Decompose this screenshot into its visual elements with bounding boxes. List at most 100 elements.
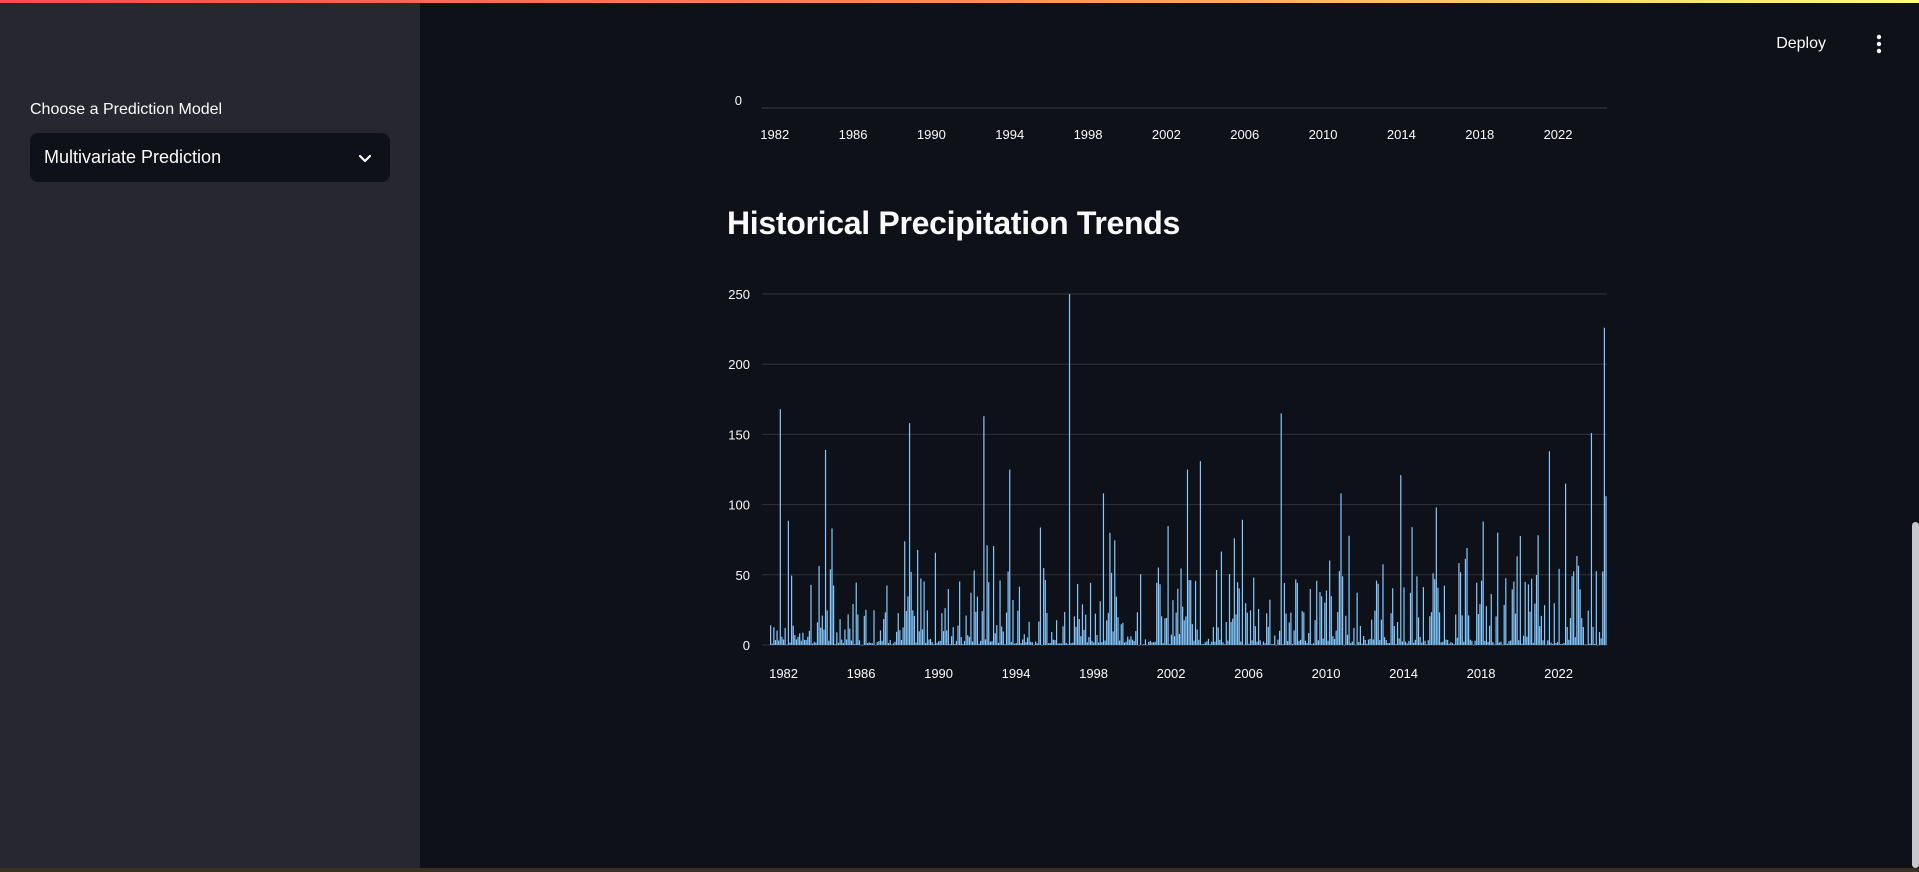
precip-bar[interactable] xyxy=(1400,475,1402,645)
precip-bar[interactable] xyxy=(815,642,817,645)
precip-bar[interactable] xyxy=(1240,641,1242,645)
precip-bar[interactable] xyxy=(1157,567,1159,645)
precip-bar[interactable] xyxy=(1560,644,1562,645)
precip-bar[interactable] xyxy=(1191,624,1193,645)
precip-bar[interactable] xyxy=(989,641,991,645)
precip-bar[interactable] xyxy=(1186,469,1189,645)
precip-bar[interactable] xyxy=(1384,637,1386,645)
precip-bar[interactable] xyxy=(802,632,804,645)
precip-bar[interactable] xyxy=(1448,643,1450,645)
precip-bar[interactable] xyxy=(1275,644,1277,646)
precip-bar[interactable] xyxy=(773,627,775,645)
precip-bar[interactable] xyxy=(871,643,873,645)
precip-bar[interactable] xyxy=(1138,644,1140,646)
precip-bar[interactable] xyxy=(1133,640,1135,645)
precip-bar[interactable] xyxy=(1600,638,1602,645)
precip-bar[interactable] xyxy=(1164,618,1166,645)
precip-bar[interactable] xyxy=(1531,578,1533,645)
precip-bar[interactable] xyxy=(816,622,819,645)
precip-bar[interactable] xyxy=(960,637,962,645)
precip-bar[interactable] xyxy=(854,644,856,645)
precip-bar[interactable] xyxy=(904,541,906,645)
precip-bar[interactable] xyxy=(1259,640,1261,645)
precip-bar[interactable] xyxy=(1228,574,1231,645)
precip-bar[interactable] xyxy=(1022,639,1024,645)
precip-bar[interactable] xyxy=(1094,613,1096,645)
precip-bar[interactable] xyxy=(1348,535,1350,645)
precip-bar[interactable] xyxy=(1062,626,1064,645)
precip-bar[interactable] xyxy=(1220,551,1223,645)
precip-bar[interactable] xyxy=(1188,580,1190,645)
precip-bar[interactable] xyxy=(952,627,954,645)
precip-bar[interactable] xyxy=(776,630,778,645)
precip-bar[interactable] xyxy=(999,580,1001,645)
precip-bar[interactable] xyxy=(1358,641,1360,645)
precip-bar[interactable] xyxy=(939,640,941,645)
precip-bar[interactable] xyxy=(996,625,998,645)
precip-bar[interactable] xyxy=(1227,640,1229,645)
precip-bar[interactable] xyxy=(1130,636,1132,645)
precip-bar[interactable] xyxy=(1320,596,1323,645)
precip-bar[interactable] xyxy=(1070,643,1072,645)
precip-bar[interactable] xyxy=(828,640,830,645)
precip-bar[interactable] xyxy=(1088,637,1090,645)
precip-bar[interactable] xyxy=(1503,604,1505,645)
precip-bar[interactable] xyxy=(1342,576,1344,645)
precip-bar[interactable] xyxy=(1308,633,1310,645)
precip-bar[interactable] xyxy=(886,585,888,645)
precip-bar[interactable] xyxy=(1453,644,1455,645)
precip-bar[interactable] xyxy=(824,449,827,645)
precip-bar[interactable] xyxy=(1366,643,1368,645)
precip-bar[interactable] xyxy=(912,610,914,645)
precip-bar[interactable] xyxy=(826,610,828,645)
precip-bar[interactable] xyxy=(1526,636,1528,645)
precip-bar[interactable] xyxy=(1198,639,1200,645)
precip-bar[interactable] xyxy=(1060,643,1063,645)
precip-bar[interactable] xyxy=(1471,640,1473,645)
precip-bar[interactable] xyxy=(1065,643,1067,645)
precip-bar[interactable] xyxy=(841,639,843,645)
precip-bar[interactable] xyxy=(1345,615,1347,645)
precip-bar[interactable] xyxy=(1408,640,1410,645)
precip-bar[interactable] xyxy=(870,643,872,645)
precip-bar[interactable] xyxy=(997,642,1000,645)
precip-bar[interactable] xyxy=(965,615,967,645)
precip-bar[interactable] xyxy=(778,640,780,645)
precip-bar[interactable] xyxy=(1474,640,1476,645)
precip-bar[interactable] xyxy=(1243,644,1245,646)
precip-bar[interactable] xyxy=(1468,615,1470,645)
precip-bar[interactable] xyxy=(1248,643,1250,645)
precip-bar[interactable] xyxy=(1199,461,1202,645)
precip-bar[interactable] xyxy=(983,416,985,645)
precip-bar[interactable] xyxy=(1469,639,1471,645)
precip-bar[interactable] xyxy=(883,619,885,645)
precip-bar[interactable] xyxy=(850,640,852,645)
precip-bar[interactable] xyxy=(1361,643,1363,645)
precip-bar[interactable] xyxy=(794,635,796,645)
precip-bar[interactable] xyxy=(1125,641,1127,645)
precip-bar[interactable] xyxy=(1422,587,1424,645)
precip-bar[interactable] xyxy=(1123,642,1126,645)
precip-bar[interactable] xyxy=(891,644,893,646)
precip-bar[interactable] xyxy=(1127,636,1129,645)
precip-bar[interactable] xyxy=(994,633,996,645)
precip-bar[interactable] xyxy=(973,570,975,645)
precip-bar[interactable] xyxy=(1455,614,1457,645)
precip-bar[interactable] xyxy=(842,642,844,645)
precip-bar[interactable] xyxy=(1177,588,1179,645)
precip-bar[interactable] xyxy=(1411,527,1413,645)
precip-bar[interactable] xyxy=(981,611,983,645)
precip-bar[interactable] xyxy=(1178,633,1181,645)
precip-bar[interactable] xyxy=(1256,641,1258,645)
precip-bar[interactable] xyxy=(1535,575,1538,645)
precip-bar[interactable] xyxy=(1573,571,1575,645)
precip-bar[interactable] xyxy=(1398,638,1400,645)
precip-bar[interactable] xyxy=(968,636,970,645)
precip-bar[interactable] xyxy=(1537,535,1539,645)
precip-bar[interactable] xyxy=(1167,526,1169,645)
precip-bar[interactable] xyxy=(992,546,995,645)
precip-bar[interactable] xyxy=(1417,617,1420,645)
precip-bar[interactable] xyxy=(1274,635,1276,645)
precip-bar[interactable] xyxy=(1161,616,1163,645)
precip-bar[interactable] xyxy=(1463,641,1465,645)
